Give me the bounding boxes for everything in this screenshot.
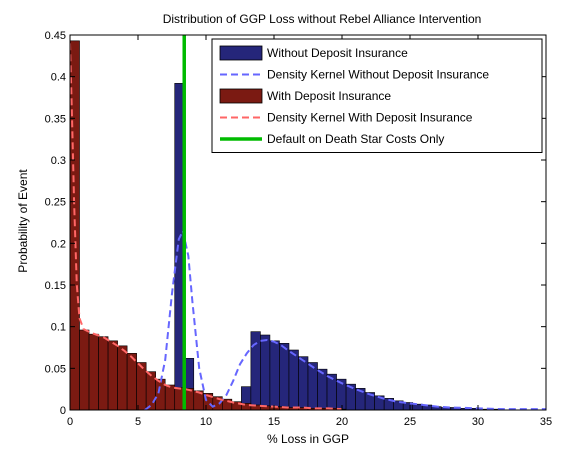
x-tick-label: 25 (404, 416, 416, 428)
histogram-bar (307, 362, 318, 410)
x-tick-label: 15 (268, 416, 280, 428)
x-tick-label: 20 (336, 416, 348, 428)
y-tick-label: 0.2 (51, 238, 66, 250)
y-tick-label: 0.1 (51, 322, 66, 334)
histogram-bar (136, 362, 147, 410)
histogram-bar (269, 340, 280, 410)
histogram-bar (88, 333, 99, 410)
histogram-bar (107, 340, 118, 410)
legend-label: With Deposit Insurance (267, 89, 391, 103)
legend: Without Deposit Insurance Density Kernel … (211, 38, 543, 153)
plot-area: 0 5 10 15 20 25 30 35 0 0.05 0.1 0.15 0.2 0.25 0.3 0.35… (45, 30, 553, 428)
x-axis-label: % Loss in GGP (267, 432, 349, 446)
y-axis-label: Probability of Event (16, 169, 30, 273)
density-kernel-line (70, 43, 343, 410)
histogram-bar (164, 384, 176, 410)
y-tick-label: 0.05 (45, 363, 66, 375)
y-tick-label: 0.25 (45, 197, 66, 209)
histogram-bar (260, 334, 271, 410)
legend-swatch (219, 88, 263, 104)
legend-swatch (219, 45, 263, 61)
x-tick-label: 5 (135, 416, 141, 428)
histogram-bar (117, 345, 128, 410)
histogram-bar (145, 371, 156, 410)
y-tick-label: 0.15 (45, 280, 66, 292)
x-tick-label: 35 (540, 416, 552, 428)
y-tick-label: 0.45 (45, 30, 66, 42)
y-tick-label: 0.4 (51, 72, 66, 84)
legend-box (211, 38, 543, 153)
x-tick-label: 0 (67, 416, 73, 428)
histogram-bar (98, 336, 109, 410)
y-tick-label: 0.35 (45, 113, 66, 125)
y-tick-label: 0.3 (51, 155, 66, 167)
legend-label: Without Deposit Insurance (267, 46, 408, 60)
legend-label: Density Kernel With Deposit Insurance (267, 111, 473, 125)
histogram-bar (317, 368, 328, 410)
chart-title: Distribution of GGP Loss without Rebel A… (163, 12, 482, 26)
plot-content (70, 35, 546, 410)
legend-label: Density Kernel Without Deposit Insurance (267, 68, 489, 82)
histogram-bar (412, 403, 423, 410)
histogram-bar (288, 349, 299, 410)
histogram-bar (298, 356, 309, 410)
histogram-bar (326, 373, 337, 410)
histogram-bar (155, 378, 166, 410)
histogram-bar (79, 329, 90, 410)
histogram-bar (126, 353, 137, 410)
x-tick-label: 10 (200, 416, 212, 428)
histogram-bar (279, 343, 290, 410)
legend-label: Default on Death Star Costs Only (267, 132, 444, 146)
x-tick-label: 30 (472, 416, 484, 428)
axes-box (69, 34, 547, 411)
y-tick-label: 0 (60, 405, 66, 417)
